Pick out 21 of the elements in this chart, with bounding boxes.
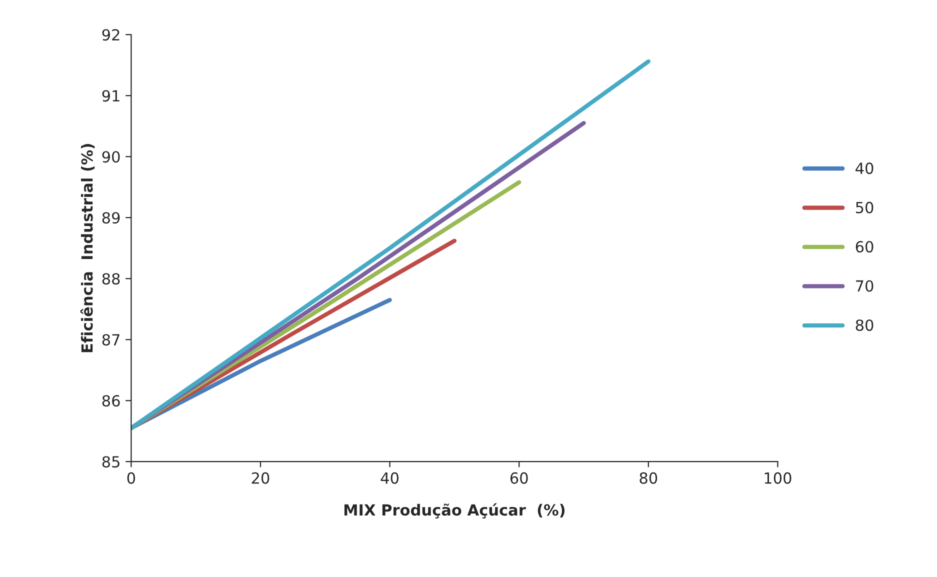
y-tick-label: 87 xyxy=(102,334,120,346)
y-tick-label: 91 xyxy=(102,90,120,102)
x-tick-label: 100 xyxy=(764,472,792,484)
legend-label: 70 xyxy=(856,280,874,292)
legend-label: 80 xyxy=(856,319,874,332)
y-tick-label: 85 xyxy=(102,456,120,468)
legend-label: 40 xyxy=(856,162,874,174)
legend-label: 50 xyxy=(856,202,874,214)
y-tick-label: 88 xyxy=(102,273,120,285)
x-tick-label: 20 xyxy=(252,472,270,484)
x-tick-label: 40 xyxy=(380,472,398,484)
legend-label: 60 xyxy=(856,240,874,253)
x-tick-label: 0 xyxy=(127,472,136,484)
x-axis-title: MIX Produção Açúcar (%) xyxy=(344,503,565,518)
y-axis-title: Eficiência Industrial (%) xyxy=(80,144,95,352)
y-tick-label: 89 xyxy=(102,212,120,224)
y-tick-label: 92 xyxy=(102,29,120,41)
y-tick-label: 86 xyxy=(102,395,120,407)
x-tick-label: 60 xyxy=(510,472,528,484)
y-tick-label: 90 xyxy=(102,151,120,163)
x-tick-label: 80 xyxy=(640,472,658,484)
